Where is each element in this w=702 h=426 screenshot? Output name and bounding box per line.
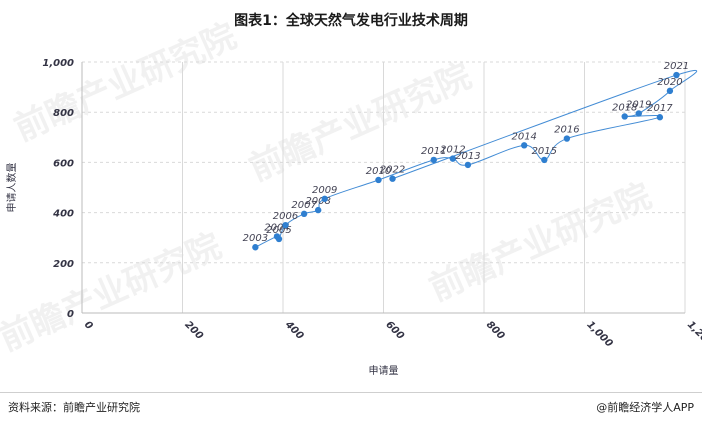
y-tick-label: 0 (67, 309, 74, 320)
data-label: 2011 (421, 146, 446, 157)
data-label: 2005 (266, 225, 291, 236)
data-point (635, 110, 642, 117)
x-tick-label: 400 (282, 319, 305, 342)
data-label: 2016 (554, 125, 579, 136)
data-point (541, 156, 548, 164)
data-point (521, 142, 528, 149)
data-label: 2006 (273, 211, 298, 222)
data-point (375, 176, 382, 184)
y-tick-label: 1,000 (42, 58, 74, 69)
data-label: 2017 (647, 103, 673, 114)
footer-divider (0, 392, 702, 393)
footer-source: 资料来源：前瞻产业研究院 (8, 401, 140, 414)
data-point (621, 113, 628, 120)
x-axis-title: 申请量 (369, 364, 399, 377)
data-label: 2007 (291, 200, 317, 211)
x-tick-label: 1,200 (685, 319, 702, 349)
y-axis-title: 申请人数量 (5, 163, 18, 213)
x-tick-label: 0 (82, 319, 95, 332)
data-label: 2019 (626, 99, 651, 110)
x-tick-label: 800 (484, 319, 507, 342)
data-point (314, 206, 322, 214)
data-label: 2012 (440, 145, 465, 156)
data-point (252, 244, 259, 251)
data-point (321, 195, 328, 202)
data-label: 2010 (366, 166, 391, 177)
data-label: 2020 (657, 77, 682, 88)
data-point (464, 161, 472, 169)
data-point (275, 235, 283, 243)
data-point (666, 87, 674, 95)
data-point (282, 221, 289, 229)
data-point (563, 135, 571, 142)
data-point (430, 156, 437, 164)
chart-title: 图表1：全球天然气发电行业技术周期 (234, 13, 468, 29)
data-point (300, 210, 308, 218)
data-label: 2018 (612, 102, 637, 113)
x-tick-label: 1,000 (584, 319, 614, 349)
data-label: 2021 (664, 61, 689, 72)
data-label: 2003 (243, 233, 268, 244)
data-label: 2015 (532, 146, 557, 157)
data-point (673, 71, 680, 79)
x-tick-label: 600 (383, 319, 406, 342)
y-tick-label: 400 (52, 209, 74, 220)
data-point (449, 155, 457, 162)
y-tick-label: 800 (53, 108, 74, 119)
data-label: 2022 (380, 165, 405, 176)
data-label: 2008 (305, 196, 330, 207)
data-label: 2013 (455, 151, 480, 162)
footer-brand: @前瞻经济学人APP (596, 401, 694, 414)
y-tick-label: 200 (53, 259, 74, 270)
data-label: 2009 (312, 185, 337, 196)
x-tick-label: 200 (182, 319, 205, 342)
data-label: 2004 (264, 222, 289, 233)
data-label: 2014 (511, 131, 536, 142)
data-point (656, 114, 664, 121)
y-tick-label: 600 (53, 158, 74, 169)
data-point (389, 175, 396, 182)
scatter-chart: 0 200 400 600 800 1,000 0 200 400 600 800 1,000 1,20… (5, 58, 702, 377)
